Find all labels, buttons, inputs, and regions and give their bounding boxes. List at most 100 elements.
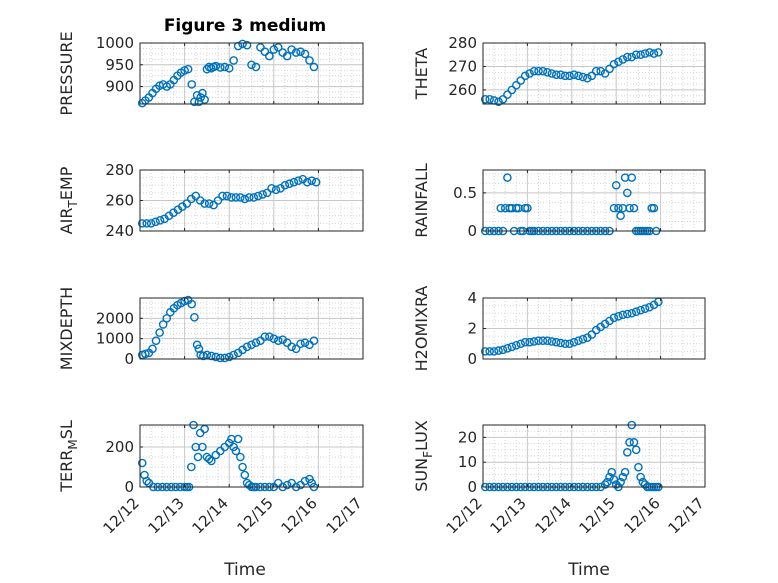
data-point	[591, 66, 601, 76]
data-point	[151, 217, 160, 227]
data-point	[496, 203, 506, 213]
data-point	[556, 70, 566, 79]
data-point	[305, 56, 314, 65]
data-point	[285, 179, 294, 189]
data-point	[634, 462, 643, 472]
data-point	[220, 62, 230, 72]
data-point	[565, 71, 574, 81]
data-point	[186, 462, 196, 472]
data-point	[618, 55, 628, 64]
data-point	[204, 454, 214, 464]
data-point	[238, 462, 247, 472]
data-point	[247, 60, 256, 70]
data-point	[218, 191, 227, 201]
data-point	[529, 337, 539, 346]
y-tick-label: 200	[105, 438, 134, 456]
data-point	[142, 219, 151, 228]
data-point	[213, 196, 223, 205]
data-point	[560, 339, 570, 349]
data-point	[503, 90, 512, 99]
y-tick-label: 0	[124, 478, 134, 496]
data-point	[547, 69, 557, 78]
data-point	[543, 336, 552, 346]
data-point	[242, 40, 252, 50]
data-point	[620, 467, 630, 477]
data-point	[578, 72, 588, 82]
y-axis-label: SUNFLUX	[412, 420, 435, 492]
data-point	[623, 188, 632, 198]
y-tick-label: 1000	[96, 34, 134, 52]
y-tick-label: 0	[124, 350, 134, 368]
data-point	[649, 49, 659, 58]
data-point	[645, 48, 654, 57]
data-point	[609, 203, 619, 213]
figure-title: Figure 3 medium	[164, 16, 326, 36]
data-point	[636, 305, 645, 315]
y-axis-label: H2OMIXRA	[412, 286, 431, 372]
y-tick-label: 280	[448, 34, 477, 52]
data-point	[618, 310, 628, 320]
y-axis-label: THETA	[412, 48, 431, 100]
data-point	[485, 347, 494, 356]
data-point	[503, 173, 512, 182]
data-point	[569, 337, 579, 347]
data-point	[256, 43, 265, 52]
data-point	[187, 299, 197, 309]
data-point	[569, 70, 579, 79]
data-point	[227, 193, 236, 202]
data-point	[192, 340, 202, 350]
y-axis-label: TERRMSL	[57, 420, 80, 493]
data-point	[224, 63, 234, 73]
data-point	[242, 342, 252, 352]
data-point	[525, 337, 534, 347]
x-axis-label-left: Time	[223, 560, 266, 580]
data-point	[480, 347, 490, 356]
y-axis-label: AIRTEMP	[57, 166, 80, 234]
data-point	[311, 177, 321, 187]
data-point	[240, 470, 250, 480]
data-point	[233, 41, 243, 51]
data-point	[158, 320, 168, 329]
data-point	[631, 50, 641, 60]
subplot-rainfall: 0 0.5 RAINFALL	[412, 163, 706, 240]
y-tick-label: 240	[105, 222, 134, 240]
y-axis-label: PRESSURE	[57, 31, 76, 115]
data-point	[207, 456, 216, 466]
y-tick-label: 2	[467, 320, 477, 338]
data-point	[551, 337, 561, 347]
data-point	[191, 191, 201, 201]
data-point	[280, 180, 290, 190]
data-point	[265, 51, 274, 61]
data-point	[222, 191, 232, 201]
data-point	[629, 438, 639, 447]
data-point	[512, 340, 521, 350]
data-point	[640, 49, 650, 58]
data-point	[236, 193, 245, 202]
data-point	[616, 477, 625, 487]
data-point	[282, 480, 292, 490]
data-point	[265, 332, 274, 341]
data-point	[629, 203, 639, 213]
data-point	[607, 467, 617, 477]
y-tick-label: 10	[458, 453, 477, 471]
data-point	[534, 336, 543, 346]
axes-box	[482, 169, 706, 232]
data-point	[609, 313, 619, 323]
data-point	[529, 66, 539, 76]
data-point	[494, 97, 503, 106]
y-tick-label: 0	[467, 478, 477, 496]
data-point	[233, 434, 243, 444]
data-point	[636, 472, 645, 482]
data-point	[262, 188, 272, 198]
data-point	[625, 203, 634, 213]
data-point	[137, 458, 147, 468]
data-point	[556, 338, 566, 348]
data-point	[614, 311, 623, 321]
data-point	[251, 62, 261, 72]
data-point	[516, 76, 526, 85]
data-point	[142, 476, 151, 486]
axes-box	[139, 424, 364, 488]
data-point	[141, 349, 150, 359]
data-point	[183, 64, 193, 74]
data-point	[507, 342, 517, 352]
